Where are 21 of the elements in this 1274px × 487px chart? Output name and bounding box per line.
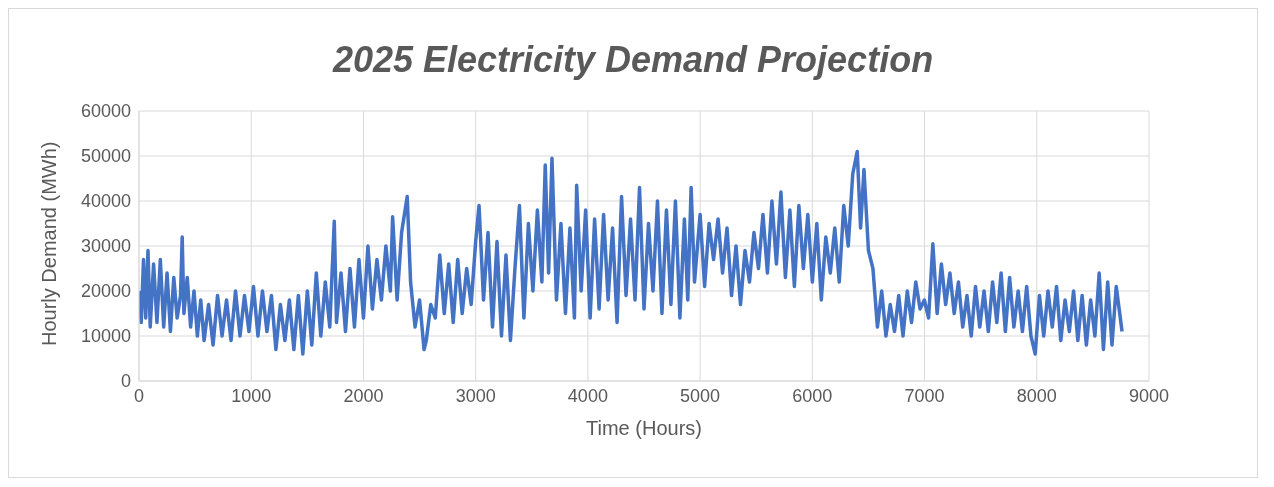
x-tick-label: 6000 — [792, 385, 833, 406]
y-tick-label: 40000 — [80, 191, 131, 212]
x-tick-label: 2000 — [343, 385, 384, 406]
y-tick-label: 30000 — [80, 236, 131, 257]
x-tick-label: 1000 — [231, 385, 272, 406]
y-tick-label: 60000 — [80, 101, 131, 122]
line-series — [139, 149, 1124, 356]
y-axis-title: Hourly Demand (MWh) — [38, 141, 61, 346]
chart-title: 2025 Electricity Demand Projection — [331, 38, 935, 82]
y-tick-label: 50000 — [80, 146, 131, 167]
x-tick-label: 4000 — [567, 385, 608, 406]
x-tick-label: 7000 — [904, 385, 945, 406]
y-tick-label: 10000 — [80, 326, 131, 347]
x-tick-label: 0 — [133, 385, 145, 406]
y-tick-label: 20000 — [80, 281, 131, 302]
y-tick-label: 0 — [120, 371, 131, 392]
x-tick-label: 5000 — [680, 385, 721, 406]
x-tick-label: 8000 — [1016, 385, 1057, 406]
x-tick-label: 9000 — [1128, 385, 1170, 406]
x-tick-label: 3000 — [455, 385, 496, 406]
x-axis-title: Time (Hours) — [586, 417, 702, 440]
